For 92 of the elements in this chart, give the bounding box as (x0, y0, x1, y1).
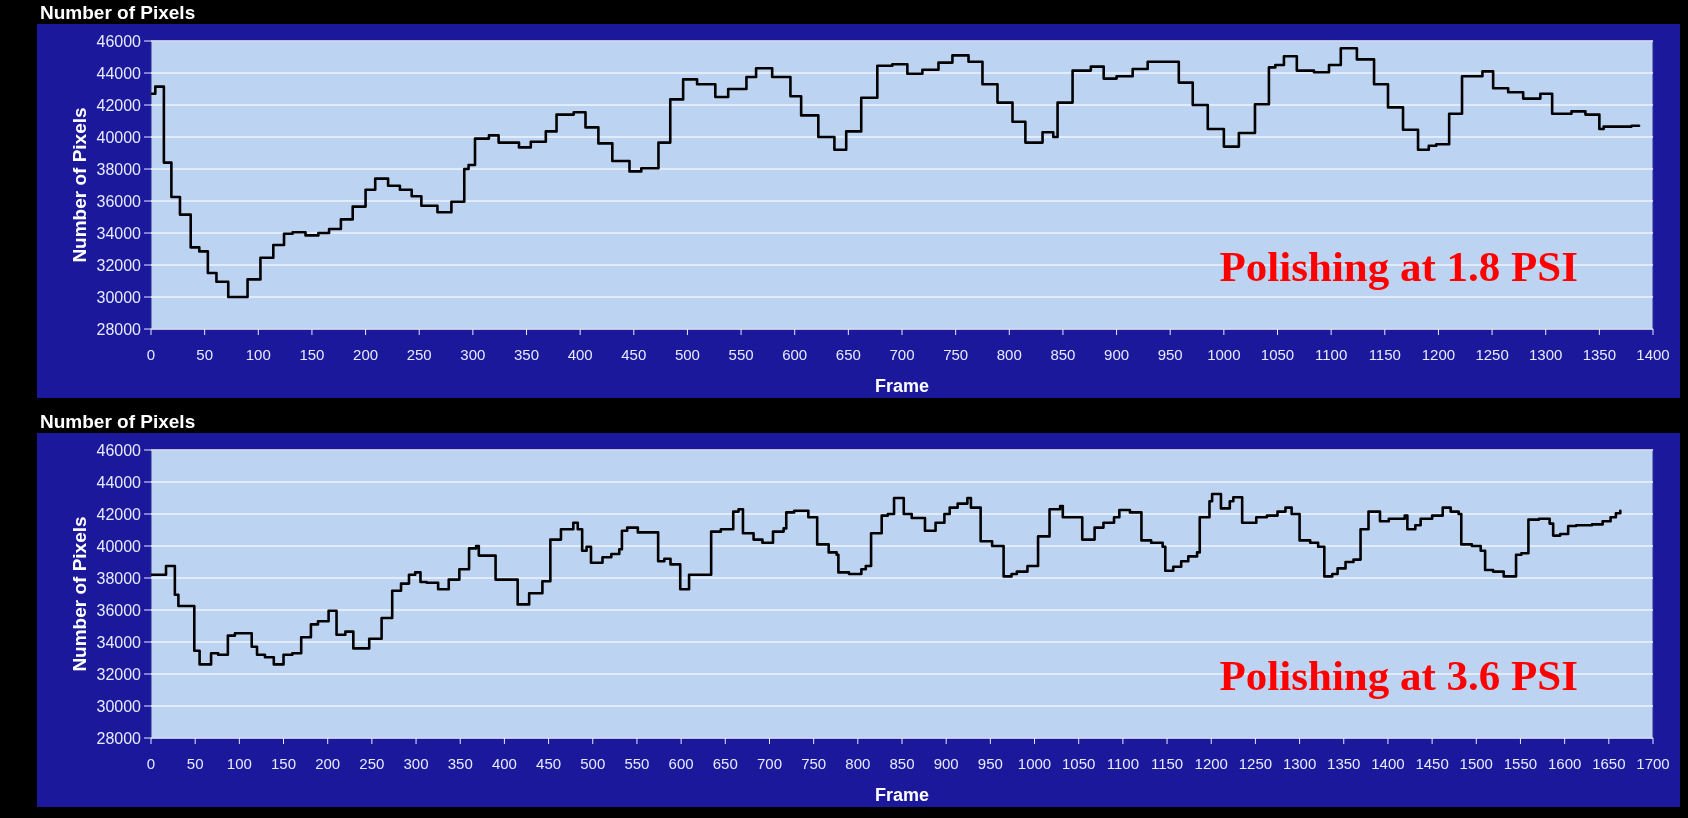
x-tick-label: 700 (889, 346, 915, 363)
x-tick-label: 1450 (1415, 755, 1449, 772)
annotation: Polishing at 3.6 PSI (1219, 652, 1578, 699)
x-tick-label: 1250 (1475, 346, 1509, 363)
x-tick-label: 650 (835, 346, 861, 363)
x-tick-label: 400 (567, 346, 593, 363)
x-tick-label: 1000 (1207, 346, 1241, 363)
x-axis-title: Frame (874, 376, 930, 396)
y-tick-label: 38000 (96, 569, 142, 587)
x-tick-label: 1350 (1582, 346, 1617, 363)
x-tick-label: 850 (1050, 346, 1076, 363)
x-tick-label: 1050 (1062, 755, 1096, 772)
x-tick-label: 800 (845, 755, 871, 772)
x-tick-label: 600 (668, 755, 694, 772)
y-tick-label: 38000 (96, 160, 142, 178)
x-tick-label: 750 (801, 755, 827, 772)
x-tick-label: 850 (889, 755, 915, 772)
x-tick-label: 250 (406, 346, 432, 363)
x-tick-label: 1300 (1529, 346, 1563, 363)
annotation: Polishing at 1.8 PSI (1219, 243, 1578, 290)
x-axis-title: Frame (874, 785, 930, 805)
x-tick-label: 0 (146, 346, 156, 363)
x-tick-label: 300 (460, 346, 486, 363)
x-tick-label: 1550 (1503, 755, 1538, 772)
x-tick-label: 750 (943, 346, 969, 363)
y-tick-label: 40000 (96, 128, 142, 146)
x-tick-label: 350 (513, 346, 540, 363)
x-tick-label: 450 (536, 755, 562, 772)
x-tick-label: 1150 (1150, 755, 1184, 772)
x-tick-label: 150 (299, 346, 325, 363)
y-tick-label: 34000 (96, 224, 142, 242)
x-tick-label: 600 (782, 346, 808, 363)
x-tick-label: 0 (146, 755, 156, 772)
x-tick-label: 250 (359, 755, 385, 772)
x-tick-label: 1200 (1194, 755, 1228, 772)
x-tick-label: 550 (624, 755, 650, 772)
x-tick-label: 100 (245, 346, 271, 363)
x-tick-label: 900 (933, 755, 959, 772)
y-tick-label: 30000 (96, 288, 142, 306)
y-tick-label: 36000 (96, 601, 142, 619)
x-tick-label: 650 (712, 755, 738, 772)
x-tick-label: 50 (186, 755, 204, 772)
x-tick-label: 800 (996, 346, 1022, 363)
x-tick-label: 1600 (1547, 755, 1582, 772)
x-tick-label: 1200 (1421, 346, 1456, 363)
x-tick-label: 450 (621, 346, 647, 363)
y-tick-label: 30000 (96, 697, 142, 715)
chart-title: Number of Pixels (40, 2, 196, 23)
x-tick-label: 500 (674, 346, 700, 363)
x-tick-label: 50 (196, 346, 213, 363)
x-tick-label: 1250 (1238, 755, 1273, 772)
x-tick-label: 200 (353, 346, 379, 363)
x-tick-label: 950 (1157, 346, 1183, 363)
y-tick-label: 36000 (96, 192, 142, 210)
x-tick-label: 1300 (1282, 755, 1317, 772)
y-tick-label: 44000 (96, 64, 142, 82)
x-tick-label: 100 (226, 755, 252, 772)
x-tick-label: 700 (756, 755, 782, 772)
y-tick-label: 32000 (96, 665, 142, 683)
y-tick-label: 40000 (96, 537, 142, 555)
x-tick-label: 1050 (1260, 346, 1295, 363)
y-tick-label: 44000 (96, 473, 142, 491)
y-axis-title: Number of Pixels (69, 516, 90, 672)
x-tick-label: 1500 (1459, 755, 1493, 772)
x-tick-label: 150 (271, 755, 297, 772)
x-tick-label: 550 (728, 346, 754, 363)
x-tick-label: 1350 (1327, 755, 1361, 772)
y-tick-label: 46000 (96, 32, 142, 50)
x-tick-label: 400 (491, 755, 517, 772)
y-tick-label: 46000 (96, 441, 142, 459)
y-axis-title: Number of Pixels (69, 107, 90, 263)
x-tick-label: 1000 (1017, 755, 1052, 772)
x-tick-label: 300 (403, 755, 429, 772)
y-tick-label: 42000 (96, 96, 142, 114)
x-tick-label: 350 (447, 755, 473, 772)
x-tick-label: 1400 (1371, 755, 1405, 772)
x-tick-label: 1400 (1636, 346, 1670, 363)
y-tick-label: 28000 (96, 320, 142, 338)
x-tick-label: 900 (1104, 346, 1130, 363)
y-tick-label: 34000 (96, 633, 142, 651)
x-tick-label: 200 (315, 755, 341, 772)
x-tick-label: 1700 (1636, 755, 1670, 772)
x-tick-label: 1650 (1592, 755, 1626, 772)
x-tick-label: 1100 (1106, 755, 1140, 772)
x-tick-label: 1150 (1368, 346, 1401, 363)
chart-title: Number of Pixels (40, 411, 196, 432)
y-tick-label: 32000 (96, 256, 142, 274)
y-tick-label: 28000 (96, 729, 142, 747)
x-tick-label: 1100 (1315, 346, 1348, 363)
y-tick-label: 42000 (96, 505, 142, 523)
x-tick-label: 950 (977, 755, 1003, 772)
x-tick-label: 500 (580, 755, 606, 772)
